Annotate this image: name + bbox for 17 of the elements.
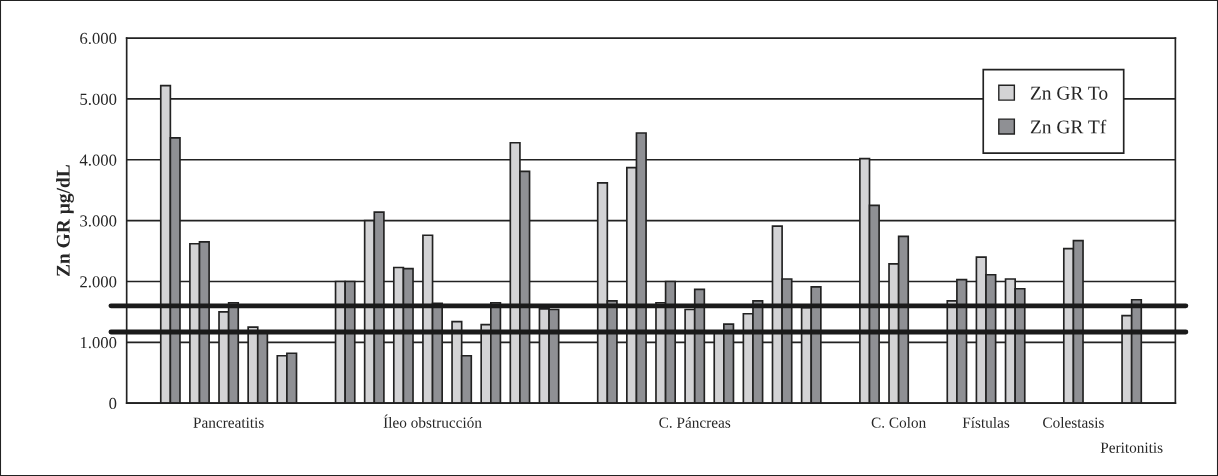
- x-tick-label: Íleo obstrucción: [383, 414, 482, 428]
- legend-label: Zn GR To: [1030, 86, 1108, 100]
- y-tick-label: 0: [109, 397, 117, 410]
- x-tick-label: Colestasis: [1043, 417, 1104, 428]
- x-tick-label: Fístulas: [962, 417, 1010, 428]
- y-axis-title: Zn GR µg/dL: [56, 165, 74, 277]
- y-tick-label: 2.000: [80, 276, 117, 288]
- x-tick-label: C. Páncreas: [659, 417, 731, 428]
- y-tick-label: 3.000: [80, 215, 117, 227]
- x-tick-label: Pancreatitis: [193, 417, 264, 428]
- y-tick-label: 5.000: [80, 93, 117, 105]
- y-tick-label: 6.000: [80, 32, 117, 45]
- y-tick-label: 4.000: [79, 154, 117, 166]
- x-tick-label: C. Colon: [871, 417, 926, 428]
- y-tick-label: 1.000: [80, 337, 117, 349]
- legend-label: Zn GR Tf: [1030, 119, 1107, 134]
- x-tick-label: Peritonitis: [1100, 442, 1163, 453]
